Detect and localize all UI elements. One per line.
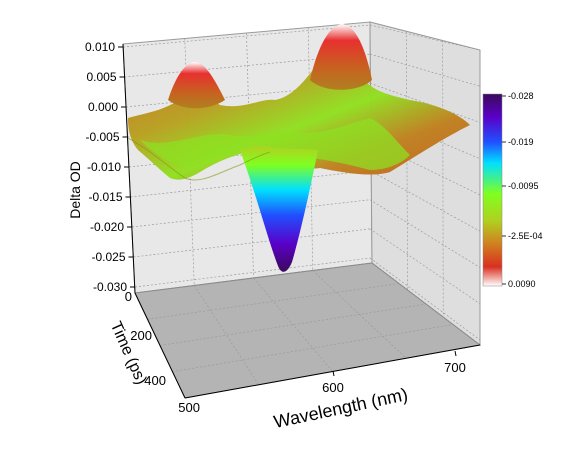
floor-grid-line bbox=[159, 303, 427, 346]
grid-line bbox=[369, 257, 481, 341]
z-tick-label: 0.005 bbox=[86, 70, 116, 84]
floor-grid-line bbox=[312, 270, 407, 359]
floor-grid-line bbox=[172, 324, 454, 373]
peak-right bbox=[310, 24, 372, 90]
grid-line bbox=[369, 82, 481, 123]
x-tick-mark bbox=[332, 370, 335, 377]
y-tick-label: 0 bbox=[125, 289, 132, 304]
grid-line bbox=[134, 257, 371, 288]
y-tick-label: 400 bbox=[144, 373, 166, 388]
colorbar bbox=[482, 93, 503, 287]
z-tick-label: -0.010 bbox=[87, 160, 121, 174]
grid-line bbox=[369, 170, 481, 232]
grid-line bbox=[246, 32, 254, 279]
y-axis-line bbox=[134, 292, 186, 399]
z-tick-label: -0.015 bbox=[88, 190, 122, 204]
z-axis-line bbox=[122, 43, 136, 294]
z-tick-label: -0.025 bbox=[91, 250, 125, 264]
colorbar-label: -0.028 bbox=[508, 91, 534, 101]
y-ticks: 0 200 400 500 bbox=[125, 289, 200, 415]
surface bbox=[127, 24, 470, 272]
grid-line bbox=[369, 199, 481, 268]
colorbar-labels: -0.028 -0.019 -0.0095 -2.5E-04 0.0090 bbox=[502, 91, 543, 289]
peak-left bbox=[168, 62, 225, 109]
z-tick-label: -0.005 bbox=[85, 130, 119, 144]
grid-line bbox=[130, 170, 371, 198]
colorbar-label: -2.5E-04 bbox=[508, 231, 543, 241]
surface-green-band bbox=[140, 118, 410, 170]
x-tick-mark bbox=[454, 350, 457, 357]
x-tick-label: 700 bbox=[444, 360, 466, 375]
grid-line bbox=[122, 24, 371, 48]
surface-front-edge bbox=[127, 137, 271, 181]
colorbar-label: 0.0090 bbox=[508, 279, 536, 289]
trough bbox=[240, 145, 318, 272]
floor-grid-line bbox=[253, 277, 333, 372]
colorbar-label: -0.019 bbox=[508, 137, 534, 147]
x-axis-line bbox=[184, 344, 481, 399]
x-ticks: 600 700 bbox=[322, 350, 466, 395]
grid-line bbox=[369, 53, 481, 87]
z-tick-label: -0.030 bbox=[93, 280, 127, 294]
z-axis-title: Delta OD bbox=[67, 161, 83, 219]
colorbar-label: -0.0095 bbox=[508, 181, 539, 191]
y-tick-label: 200 bbox=[130, 328, 152, 343]
x-tick-label: 600 bbox=[322, 380, 344, 395]
y-tick-label: 500 bbox=[178, 400, 200, 415]
z-tick-label: -0.020 bbox=[90, 220, 124, 234]
z-ticks: 0.010 0.005 0.000 -0.005 -0.010 -0.015 -0.020 -… bbox=[85, 40, 135, 294]
z-tick-label: 0.010 bbox=[85, 40, 115, 54]
grid-line bbox=[369, 24, 481, 51]
z-tick-label: 0.000 bbox=[88, 100, 118, 114]
